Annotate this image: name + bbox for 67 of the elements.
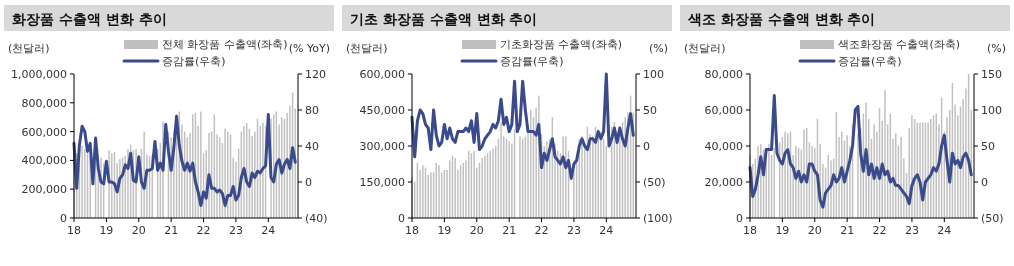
x-tick-label: 21 xyxy=(840,224,855,237)
y-axis-title: (천달러) xyxy=(346,42,388,55)
x-tick-label: 22 xyxy=(196,224,211,237)
y-axis-title: (천달러) xyxy=(8,42,50,55)
x-tick-label: 20 xyxy=(807,224,822,237)
y2-tick-label: 120 xyxy=(305,68,326,81)
x-tick-label: 18 xyxy=(67,224,81,237)
y2-tick-label: (50) xyxy=(643,176,666,189)
y2-tick-label: (40) xyxy=(305,212,328,225)
y-tick-label: 80,000 xyxy=(704,68,743,81)
y-axis-title: (천달러) xyxy=(684,42,726,55)
y2-tick-label: 0 xyxy=(643,140,650,153)
y2-tick-label: (50) xyxy=(981,212,1004,225)
x-tick-label: 23 xyxy=(904,224,919,237)
y-tick-label: 40,000 xyxy=(704,140,743,153)
y2-tick-label: 150 xyxy=(981,68,1002,81)
y-tick-label: 0 xyxy=(736,212,743,225)
x-tick-label: 21 xyxy=(164,224,179,237)
y-tick-label: 150,000 xyxy=(359,176,405,189)
x-tick-label: 20 xyxy=(469,224,484,237)
legend-label: 증감률(우축) xyxy=(162,55,226,68)
x-tick-label: 18 xyxy=(743,224,757,237)
y2-tick-label: 0 xyxy=(981,176,988,189)
y-tick-label: 1,000,000 xyxy=(11,68,67,81)
y2-tick-label: 100 xyxy=(643,68,664,81)
y2-axis-title: (% YoY) xyxy=(288,42,330,55)
x-tick-label: 20 xyxy=(131,224,146,237)
x-tick-label: 24 xyxy=(599,224,614,237)
legend-label: 증감률(우축) xyxy=(838,55,902,68)
x-tick-label: 24 xyxy=(937,224,952,237)
y-tick-label: 400,000 xyxy=(21,154,67,168)
y2-tick-label: 50 xyxy=(643,104,657,117)
legend-label: 기초화장품 수출액(좌축) xyxy=(500,38,623,51)
y-tick-label: 60,000 xyxy=(704,104,743,117)
legend-label: 색조화장품 수출액(좌축) xyxy=(838,38,961,51)
y-tick-label: 600,000 xyxy=(359,68,405,81)
legend-label: 전체 화장품 수출액(좌축) xyxy=(162,38,288,51)
y2-axis-title: (%) xyxy=(648,42,668,55)
x-tick-label: 18 xyxy=(405,224,419,237)
y2-tick-label: 100 xyxy=(981,104,1002,117)
y2-tick-label: 40 xyxy=(305,140,319,153)
x-tick-label: 19 xyxy=(437,224,452,237)
x-tick-label: 21 xyxy=(502,224,517,237)
y-tick-label: 200,000 xyxy=(21,183,67,197)
chart-title: 색조 화장품 수출액 변화 추이 xyxy=(687,11,876,27)
x-tick-label: 24 xyxy=(261,224,276,237)
x-tick-label: 23 xyxy=(228,224,243,237)
y-tick-label: 600,000 xyxy=(21,125,67,139)
x-tick-label: 19 xyxy=(775,224,790,237)
y-tick-label: 0 xyxy=(398,212,405,225)
x-tick-label: 19 xyxy=(99,224,114,237)
y2-tick-label: 80 xyxy=(305,104,319,117)
y-tick-label: 0 xyxy=(60,212,67,225)
y-tick-label: 450,000 xyxy=(359,104,405,117)
chart-title: 화장품 수출액 변화 추이 xyxy=(12,11,167,27)
y2-axis-title: (%) xyxy=(986,42,1006,55)
y2-tick-label: (100) xyxy=(643,212,673,225)
y-tick-label: 300,000 xyxy=(359,140,405,153)
x-tick-label: 23 xyxy=(566,224,581,237)
y-tick-label: 20,000 xyxy=(704,176,743,189)
y-tick-label: 800,000 xyxy=(21,96,67,110)
x-tick-label: 22 xyxy=(534,224,549,237)
x-tick-label: 22 xyxy=(872,224,887,237)
y2-tick-label: 0 xyxy=(305,176,312,189)
y2-tick-label: 50 xyxy=(981,140,995,153)
legend-label: 증감률(우축) xyxy=(500,55,564,68)
chart-title: 기초 화장품 수출액 변화 추이 xyxy=(350,11,538,27)
